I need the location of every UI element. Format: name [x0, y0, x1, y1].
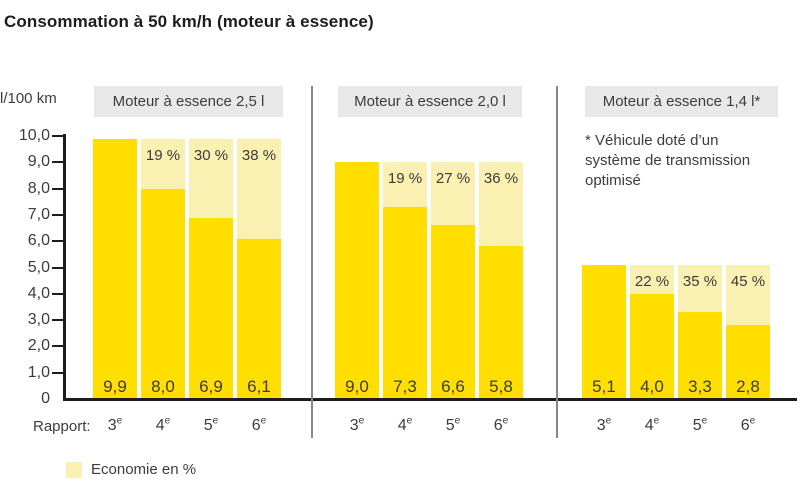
y-tick-label: 5,0	[27, 258, 50, 276]
bar-value-label: 9,9	[103, 377, 127, 396]
gear-label: 6e	[251, 415, 267, 434]
footnote: * Véhicule doté d’un système de transmis…	[585, 132, 751, 189]
gear-label: 3e	[349, 415, 365, 434]
bar	[479, 246, 523, 398]
bar-economy-segment	[479, 162, 523, 247]
economy-percent-label: 36 %	[483, 170, 519, 188]
bar-economy-segment	[141, 138, 185, 189]
group-header-engine-2-5: Moteur à essence 2,5 l	[94, 86, 283, 117]
bar	[93, 138, 137, 398]
group-header-engine-1-4: Moteur à essence 1,4 l*	[585, 86, 778, 117]
gear-label: 3e	[596, 415, 612, 434]
gear-label: 4e	[155, 415, 171, 434]
bar	[630, 293, 674, 398]
economy-percent-label: 27 %	[435, 170, 471, 188]
group-header-engine-2-0: Moteur à essence 2,0 l	[338, 86, 522, 117]
x-axis-line	[63, 398, 797, 401]
y-tick-label: 1,0	[27, 363, 50, 381]
y-tick	[52, 266, 64, 269]
bar-economy-segment	[383, 162, 427, 207]
bar	[237, 238, 281, 398]
gear-label: 4e	[644, 415, 660, 434]
bar-value-label: 9,0	[345, 377, 369, 396]
y-tick	[52, 371, 64, 374]
economy-legend-swatch-icon	[66, 461, 82, 478]
bar	[431, 225, 475, 398]
bar-economy-segment	[678, 264, 722, 313]
gear-label: 4e	[397, 415, 413, 434]
x-axis-prefix-label: Rapport:	[33, 418, 91, 435]
gear-label: 6e	[493, 415, 509, 434]
gear-label: 6e	[740, 415, 756, 434]
bar-value-label: 2,8	[736, 377, 760, 396]
legend: Economie en %	[66, 461, 196, 478]
group-divider	[556, 86, 558, 438]
y-tick-label: 7,0	[27, 205, 50, 223]
bar-value-label: 5,1	[592, 377, 616, 396]
y-axis-unit-label: l/100 km	[0, 90, 57, 107]
y-tick	[52, 213, 64, 216]
bar-value-label: 7,3	[393, 377, 417, 396]
bar-value-label: 6,1	[247, 377, 271, 396]
bar-economy-segment	[189, 138, 233, 218]
y-tick-label: 2,0	[27, 337, 50, 355]
y-tick-label: 0	[41, 390, 50, 407]
bar-value-label: 3,3	[688, 377, 712, 396]
bar	[189, 217, 233, 398]
bar-economy-segment	[237, 138, 281, 239]
bar	[335, 162, 379, 398]
bar	[141, 188, 185, 398]
gear-label: 5e	[692, 415, 708, 434]
bar-economy-segment	[431, 162, 475, 226]
y-tick	[52, 292, 64, 295]
y-tick-label: 8,0	[27, 179, 50, 197]
bar	[582, 264, 626, 398]
y-tick-label: 9,0	[27, 153, 50, 171]
bar-value-label: 6,9	[199, 377, 223, 396]
gear-label: 5e	[445, 415, 461, 434]
y-tick	[52, 240, 64, 243]
group-divider	[311, 86, 313, 438]
page-title: Consommation à 50 km/h (moteur à essence…	[4, 12, 374, 31]
bar-economy-segment	[630, 264, 674, 294]
bar-value-label: 6,6	[441, 377, 465, 396]
economy-percent-label: 30 %	[193, 146, 229, 164]
bar-value-label: 5,8	[489, 377, 513, 396]
y-tick	[52, 319, 64, 322]
y-tick-label: 4,0	[27, 284, 50, 302]
bar	[678, 312, 722, 398]
economy-percent-label: 19 %	[387, 170, 423, 188]
y-tick	[52, 345, 64, 348]
economy-percent-label: 35 %	[682, 272, 718, 290]
y-axis-line	[63, 134, 66, 399]
gear-label: 3e	[107, 415, 123, 434]
bar	[383, 207, 427, 398]
bar-economy-segment	[726, 264, 770, 326]
economy-percent-label: 45 %	[730, 272, 766, 290]
y-tick	[52, 161, 64, 164]
gear-label: 5e	[203, 415, 219, 434]
bar	[726, 325, 770, 398]
economy-percent-label: 19 %	[145, 146, 181, 164]
economy-percent-label: 22 %	[634, 272, 670, 290]
y-tick-label: 10,0	[18, 127, 50, 144]
bar-value-label: 4,0	[640, 377, 664, 396]
y-tick	[52, 187, 64, 190]
y-tick-label: 6,0	[27, 232, 50, 250]
y-tick-label: 3,0	[27, 311, 50, 329]
economy-percent-label: 38 %	[241, 146, 277, 164]
bar-value-label: 8,0	[151, 377, 175, 396]
y-tick	[52, 135, 64, 137]
legend-label: Economie en %	[91, 461, 197, 478]
